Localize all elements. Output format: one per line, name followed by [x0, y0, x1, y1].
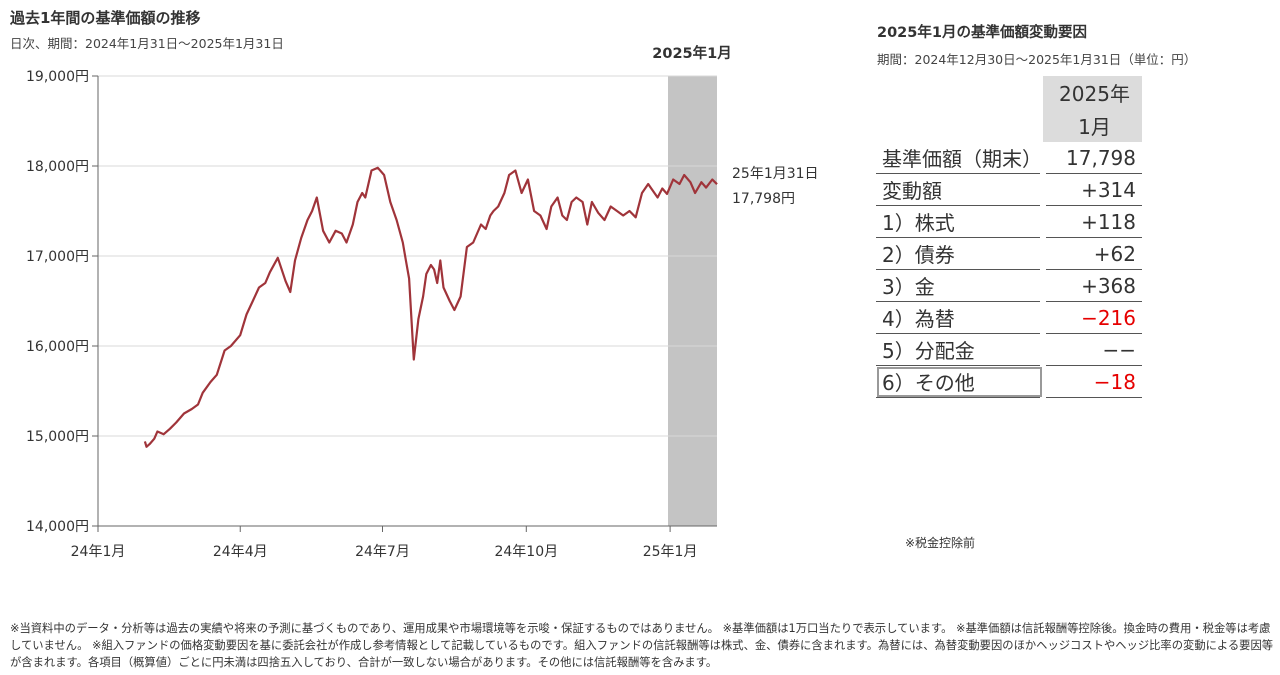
x-tick-label: 24年7月 — [355, 544, 410, 560]
y-axis-labels: 19,000円 18,000円 17,000円 16,000円 15,000円 14,00… — [26, 69, 89, 535]
y-tick-label: 18,000円 — [26, 159, 89, 175]
row-value-negative: −216 — [1043, 301, 1142, 334]
end-value-label: 17,798円 — [732, 191, 795, 207]
y-tick-label: 17,000円 — [26, 249, 89, 265]
y-tick-label: 16,000円 — [26, 339, 89, 355]
row-value-negative: −18 — [1043, 365, 1142, 398]
row-label: 1）株式 — [876, 205, 1046, 238]
row-label: 6）その他 — [876, 365, 1046, 398]
row-label: 基準価額（期末） — [876, 142, 1046, 174]
row-label: 2）債券 — [876, 237, 1046, 270]
row-value: +368 — [1043, 269, 1142, 302]
y-tick-label: 14,000円 — [26, 519, 89, 535]
table-header-row-1: 2025年 — [876, 76, 1142, 109]
highlight-label: 2025年1月 — [652, 44, 731, 62]
header-blank — [876, 76, 1043, 109]
row-value: −− — [1043, 333, 1142, 366]
row-value: 17,798 — [1043, 142, 1142, 174]
x-axis-labels: 24年1月 24年4月 24年7月 24年10月 25年1月 — [71, 526, 698, 560]
table-row: 1）株式 +118 — [876, 205, 1142, 238]
row-label: 3）金 — [876, 269, 1046, 302]
x-tick-label: 25年1月 — [643, 544, 698, 560]
table-row: 5）分配金 −− — [876, 333, 1142, 366]
y-tick-label: 19,000円 — [26, 69, 89, 85]
row-value: +62 — [1043, 237, 1142, 270]
y-tick-label: 15,000円 — [26, 429, 89, 445]
disclaimer-footnote: ※当資料中のデータ・分析等は過去の実績や将来の予測に基づくものであり、運用成果や… — [10, 622, 1274, 669]
table-title: 2025年1月の基準価額変動要因 — [877, 25, 1087, 41]
table-row: 変動額 +314 — [876, 173, 1142, 206]
axes — [97, 76, 717, 527]
tax-note: ※税金控除前 — [905, 536, 976, 550]
nav-factor-table: 2025年 1月 基準価額（期末） 17,798 変動額 +314 1）株式 +… — [876, 76, 1142, 398]
x-tick-label: 24年4月 — [213, 544, 268, 560]
table-row: 4）為替 −216 — [876, 301, 1142, 334]
header-blank — [876, 109, 1043, 142]
row-label: 変動額 — [876, 173, 1046, 206]
x-tick-label: 24年10月 — [494, 544, 558, 560]
highlight-band — [668, 76, 717, 526]
row-value: +118 — [1043, 205, 1142, 238]
x-tick-label: 24年1月 — [71, 544, 126, 560]
column-header-year: 2025年 — [1043, 76, 1142, 109]
nav-line-chart: 19,000円 18,000円 17,000円 16,000円 15,000円 14,00… — [26, 44, 819, 560]
table-row: 3）金 +368 — [876, 269, 1142, 302]
row-label: 5）分配金 — [876, 333, 1046, 366]
column-header-month: 1月 — [1043, 109, 1142, 142]
table-row: 6）その他 −18 — [876, 365, 1142, 398]
chart-title: 過去1年間の基準価額の推移 — [10, 9, 201, 27]
table-row: 2）債券 +62 — [876, 237, 1142, 270]
row-label: 4）為替 — [876, 301, 1046, 334]
table-row: 基準価額（期末） 17,798 — [876, 142, 1142, 174]
gridlines — [92, 75, 717, 527]
chart-subtitle: 日次、期間：2024年1月31日～2025年1月31日 — [10, 36, 284, 51]
table-subtitle: 期間：2024年12月30日～2025年1月31日（単位：円） — [877, 52, 1197, 67]
table-header-row-2: 1月 — [876, 109, 1142, 142]
series-line — [143, 166, 718, 448]
end-date-label: 25年1月31日 — [732, 166, 819, 182]
row-value: +314 — [1043, 173, 1142, 206]
